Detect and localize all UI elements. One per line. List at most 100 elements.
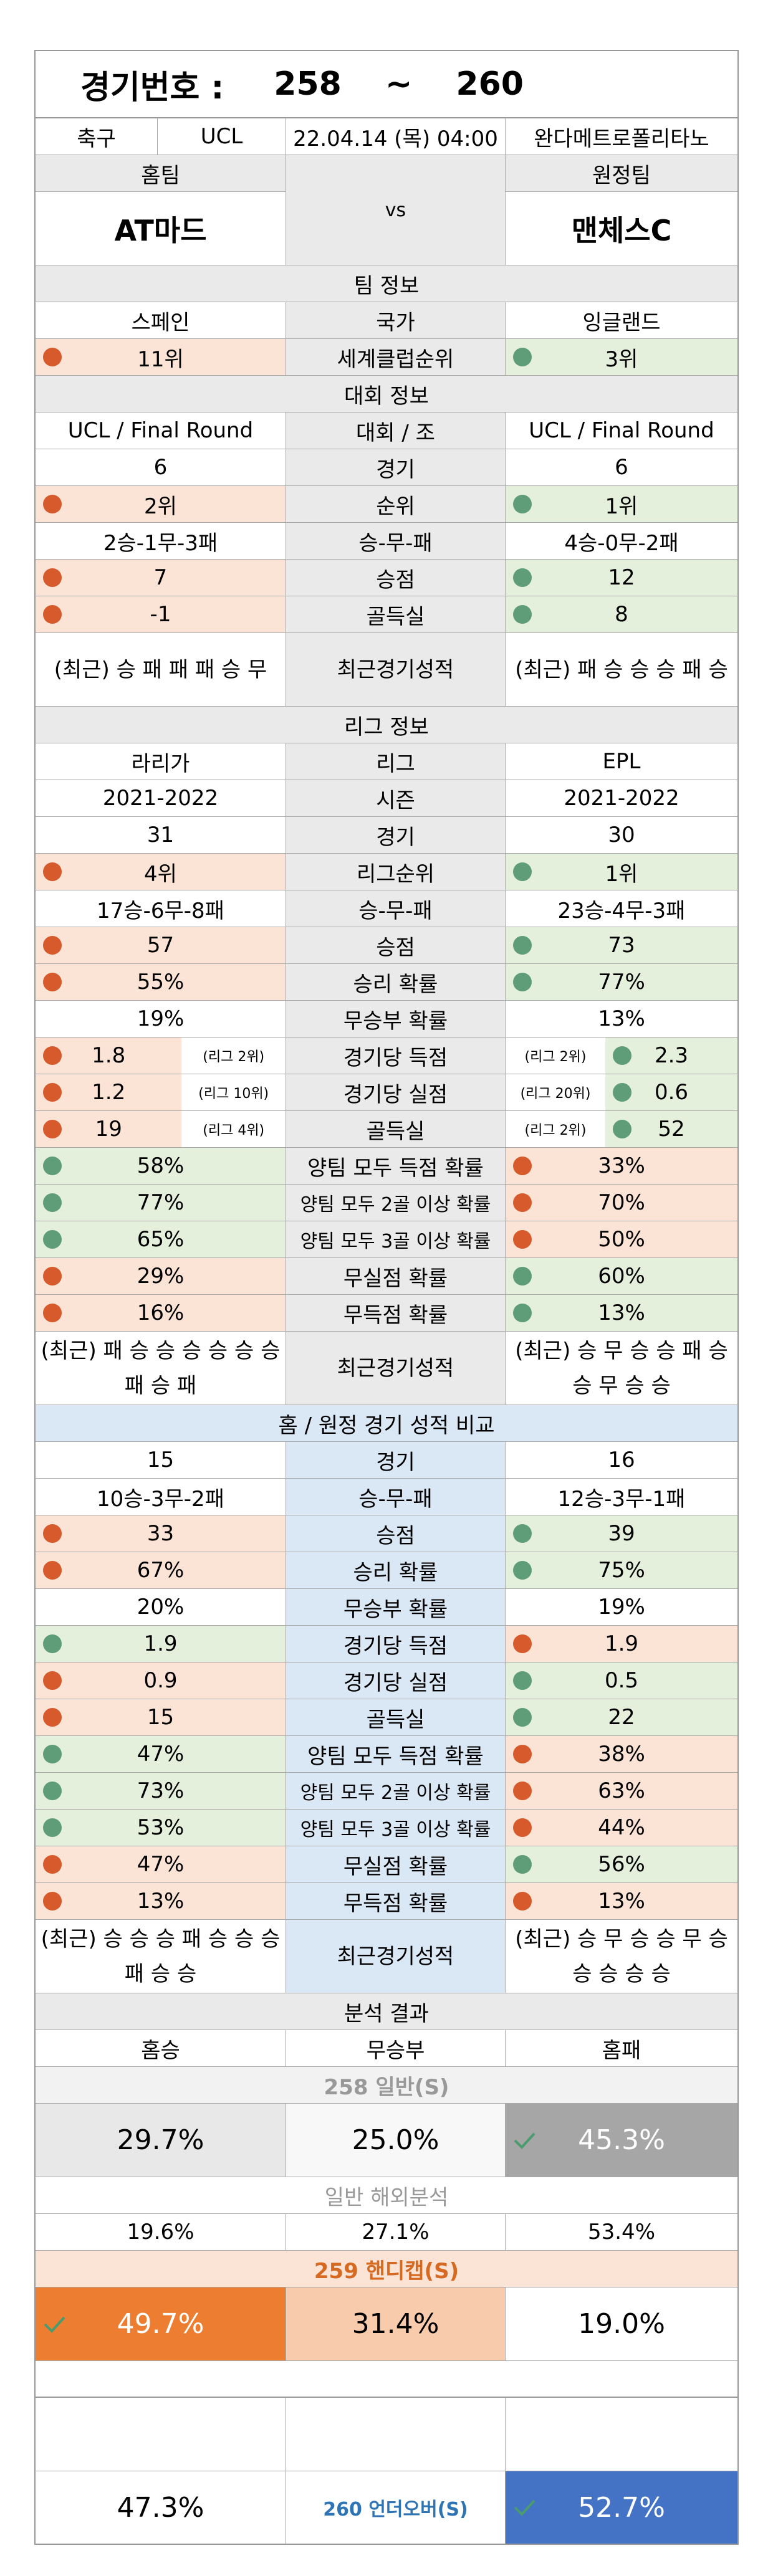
venue: 완다메트로폴리타노 [506, 118, 737, 155]
cup-recent-row: (최근) 승 패 패 패 승 무 최근경기성적 (최근) 패 승 승 승 패 승 [34, 633, 739, 707]
lower-indicator-icon [43, 862, 62, 881]
g260-under: 47.3% [36, 2471, 286, 2544]
lower-indicator-icon [43, 1561, 62, 1580]
row-label: 경기 [286, 1442, 506, 1479]
lower-indicator-icon [43, 1083, 62, 1102]
away-value: 1.9 [604, 1631, 639, 1656]
g260-over: 52.7% [578, 2491, 665, 2524]
game-number-header: 경기번호 : 258 ~ 260 [34, 50, 739, 118]
home-value: 47% [137, 1742, 185, 1767]
team-info-title-row: 팀 정보 [34, 265, 739, 302]
g259-title-row: 259 핸디캡(S) [34, 2251, 739, 2287]
home-value: 53% [137, 1815, 185, 1840]
league-row: 57 승점 73 [34, 927, 739, 964]
overseas-away: 53.4% [506, 2214, 737, 2251]
away-value: 39 [608, 1521, 635, 1546]
game-number-from: 258 [274, 65, 342, 103]
away-league-rank: (리그 2위) [506, 1111, 605, 1147]
home-value: 6 [36, 449, 286, 486]
lower-indicator-icon [513, 1193, 532, 1212]
away-value: 22 [608, 1705, 635, 1730]
away-value: 50% [598, 1227, 645, 1252]
lower-indicator-icon [43, 1855, 62, 1874]
home-value: 67% [137, 1558, 185, 1583]
homeaway-row: 0.9 경기당 실점 0.5 [34, 1662, 739, 1699]
league-prob-row: 58% 양팀 모두 득점 확률 33% [34, 1148, 739, 1185]
row-label: 양팀 모두 득점 확률 [286, 1148, 506, 1185]
away-value: 52 [658, 1117, 685, 1142]
away-value: 33% [598, 1153, 645, 1178]
country-row: 스페인 국가 잉글랜드 [34, 302, 739, 339]
lower-indicator-icon [513, 1892, 532, 1911]
league-row: 라리가 리그 EPL [34, 743, 739, 780]
row-label: 국가 [286, 302, 506, 339]
higher-indicator-icon [43, 1745, 62, 1763]
away-value: 23승-4무-3패 [506, 890, 737, 927]
row-label: 최근경기성적 [286, 1920, 506, 1993]
row-label: 리그 [286, 743, 506, 780]
home-recent: (최근) 승 패 패 패 승 무 [36, 633, 286, 707]
game-number-to: 260 [456, 65, 524, 103]
g260-title: 260 언더오버(S) [286, 2471, 506, 2544]
homeaway-row: 15 골득실 22 [34, 1699, 739, 1736]
higher-indicator-icon [513, 605, 532, 624]
higher-indicator-icon [43, 1818, 62, 1837]
row-label: 리그순위 [286, 854, 506, 890]
away-value: 63% [598, 1778, 645, 1803]
away-value: 1위 [605, 494, 638, 519]
homeaway-recent-row: (최근) 승 승 승 패 승 승 승 패 승 승 최근경기성적 (최근) 승 무… [34, 1920, 739, 1993]
home-value: 47% [137, 1852, 185, 1877]
higher-indicator-icon [513, 1524, 532, 1543]
away-value: 2021-2022 [506, 780, 737, 817]
row-label: 승리 확률 [286, 964, 506, 1001]
analysis-cols-row: 홈승 무승부 홈패 [34, 2030, 739, 2067]
row-label: 경기당 실점 [286, 1074, 506, 1111]
lower-indicator-icon [513, 1634, 532, 1653]
home-value: 19% [36, 1001, 286, 1038]
away-value: 60% [598, 1264, 645, 1289]
overseas-home: 19.6% [36, 2214, 286, 2251]
away-value: 3위 [605, 346, 638, 372]
homeaway-row: 47% 양팀 모두 득점 확률 38% [34, 1736, 739, 1773]
away-value: 1위 [605, 861, 638, 887]
league-ranked-row: 1.8 (리그 2위) 경기당 득점 (리그 2위) 2.3 [34, 1038, 739, 1074]
row-label: 승리 확률 [286, 1552, 506, 1589]
home-team-name: AT마드 [36, 192, 286, 265]
row-label: 시즌 [286, 780, 506, 817]
home-value: 0.9 [143, 1668, 178, 1693]
home-value: 라리가 [36, 743, 286, 780]
higher-indicator-icon [43, 1782, 62, 1800]
away-league-rank: (리그 20위) [506, 1074, 605, 1110]
home-value: 31 [36, 817, 286, 854]
away-value: 30 [506, 817, 737, 854]
away-value: 77% [598, 970, 645, 995]
match-datetime: 22.04.14 (목) 04:00 [286, 118, 506, 155]
overseas-title-row: 일반 해외분석 [34, 2177, 739, 2214]
higher-indicator-icon [513, 1267, 532, 1286]
home-value: -1 [150, 602, 171, 627]
g258-draw: 25.0% [286, 2104, 506, 2177]
league-info-title-row: 리그 정보 [34, 707, 739, 743]
away-value: 13% [598, 1300, 645, 1325]
away-value: 13% [506, 1001, 737, 1038]
overseas-row: 19.6% 27.1% 53.4% [34, 2214, 739, 2251]
home-value: 77% [137, 1190, 185, 1215]
g259-title: 259 핸디캡(S) [36, 2251, 737, 2287]
analysis-title-row: 분석 결과 [34, 1993, 739, 2030]
g258-row: 29.7% 25.0% 45.3% [34, 2104, 739, 2177]
higher-indicator-icon [43, 1193, 62, 1212]
vs-label: vs [286, 155, 506, 265]
away-recent: (최근) 승 무 승 승 패 승 승 무 승 승 [506, 1332, 737, 1405]
g258-title-row: 258 일반(S) [34, 2067, 739, 2104]
row-label: 무승부 확률 [286, 1001, 506, 1038]
away-value: UCL / Final Round [506, 413, 737, 449]
section-title: 홈 / 원정 경기 성적 비교 [36, 1405, 737, 1442]
league-row: 2021-2022 시즌 2021-2022 [34, 780, 739, 817]
row-label: 경기당 득점 [286, 1038, 506, 1074]
away-value: 8 [615, 602, 628, 627]
homeaway-row: 33 승점 39 [34, 1515, 739, 1552]
higher-indicator-icon [513, 348, 532, 366]
homeaway-row: 47% 무실점 확률 56% [34, 1846, 739, 1883]
home-value: 2021-2022 [36, 780, 286, 817]
higher-indicator-icon [513, 1855, 532, 1874]
